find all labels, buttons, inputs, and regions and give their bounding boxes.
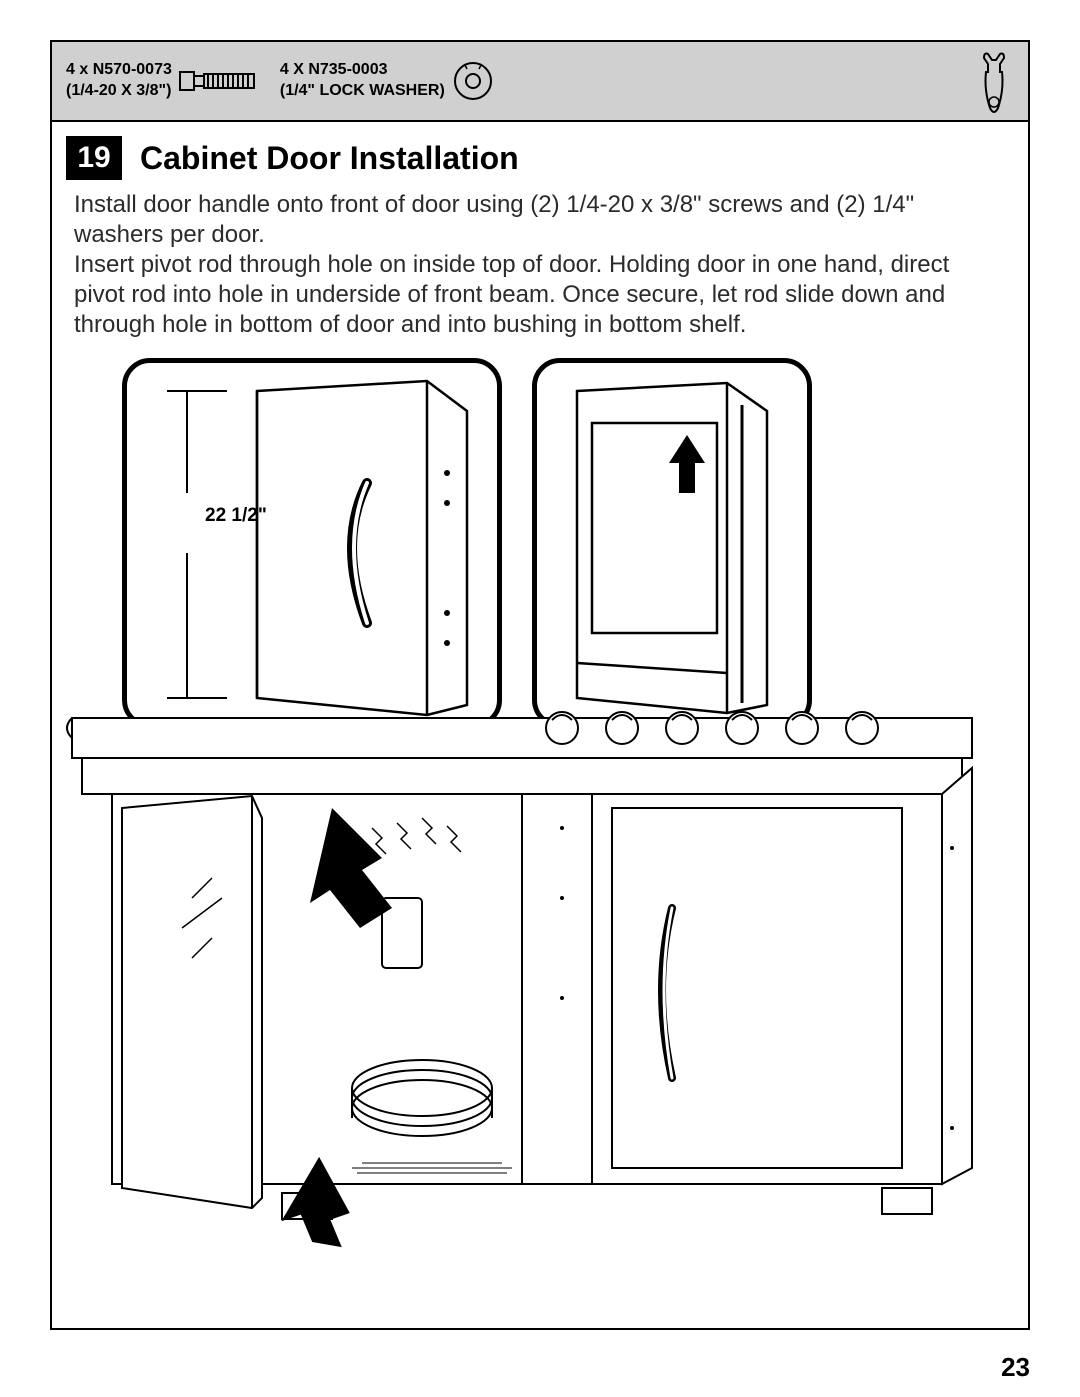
dimension-label: 22 1/2" <box>205 505 267 527</box>
page-frame: 4 x N570-0073 (1/4-20 X 3/8") <box>50 40 1030 1330</box>
step-title: Cabinet Door Installation <box>140 140 519 177</box>
step-body-line1: Install door handle onto front of door u… <box>74 191 914 248</box>
step-body-line2: Insert pivot rod through hole on inside … <box>74 251 949 338</box>
cabinet-diagram <box>52 698 992 1258</box>
diagram-area: 22 1/2" <box>52 358 1028 1238</box>
door-front-diagram <box>127 363 497 723</box>
screw-qty: 4 x N570-0073 <box>66 60 172 81</box>
screw-part-label: 4 x N570-0073 (1/4-20 X 3/8") <box>66 60 172 102</box>
washer-qty: 4 X N735-0003 <box>280 60 445 81</box>
page-number: 23 <box>1001 1352 1030 1383</box>
parts-bar: 4 x N570-0073 (1/4-20 X 3/8") <box>52 42 1028 122</box>
step-header: 19 Cabinet Door Installation <box>52 122 1028 190</box>
washer-part-label: 4 X N735-0003 (1/4" LOCK WASHER) <box>280 60 445 102</box>
washer-icon <box>451 59 495 103</box>
washer-size: (1/4" LOCK WASHER) <box>280 81 445 102</box>
wrench-icon <box>974 50 1014 116</box>
callout-door-front: 22 1/2" <box>122 358 502 728</box>
screw-icon <box>178 58 260 104</box>
step-instructions: Install door handle onto front of door u… <box>52 190 1028 340</box>
step-number-badge: 19 <box>66 136 122 180</box>
callout-door-back <box>532 358 812 728</box>
screw-size: (1/4-20 X 3/8") <box>66 81 172 102</box>
door-back-diagram <box>537 363 807 723</box>
